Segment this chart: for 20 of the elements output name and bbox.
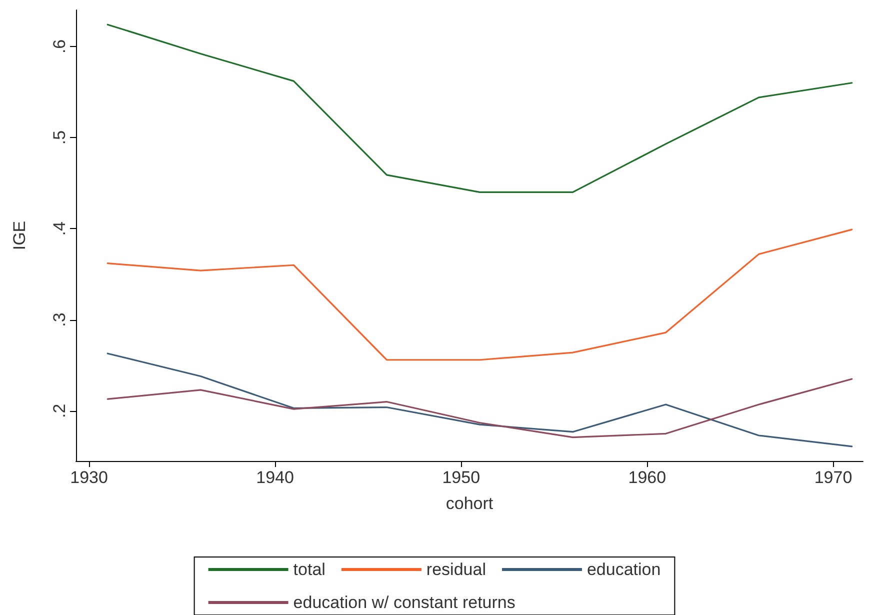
line-series (106, 352, 853, 448)
y-tick-label: .4 (50, 222, 69, 236)
x-axis-title: cohort (446, 494, 494, 513)
line-series (106, 24, 853, 194)
y-tick-label: .6 (50, 39, 69, 54)
y-tick-label: .2 (50, 404, 69, 418)
legend-label: education w/ constant returns (293, 593, 516, 612)
y-tick-label: .5 (50, 130, 69, 145)
y-axis-title: IGE (10, 220, 29, 250)
x-tick-label: 1950 (442, 468, 480, 487)
line-series (106, 228, 853, 361)
x-tick-label: 1970 (814, 468, 852, 487)
x-tick-label: 1930 (70, 468, 108, 487)
legend-label: education (586, 560, 661, 579)
x-tick-label: 1940 (256, 468, 294, 487)
y-tick-label: .3 (50, 312, 69, 327)
line-series (106, 378, 853, 438)
x-tick-label: 1960 (628, 468, 666, 487)
legend-label: residual (426, 560, 486, 579)
legend-label: total (293, 560, 326, 579)
